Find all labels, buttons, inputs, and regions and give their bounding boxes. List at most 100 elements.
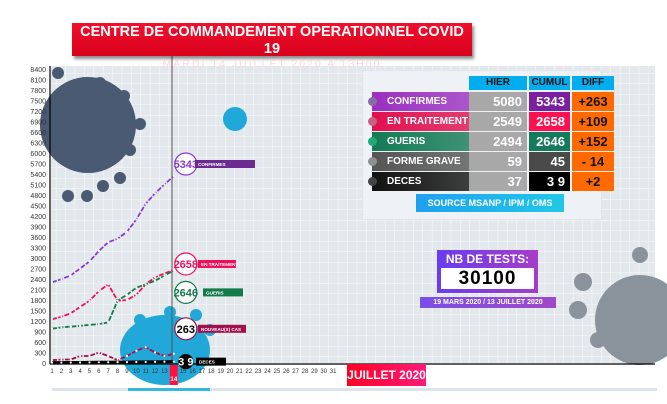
y-tick-label: 2700: [30, 267, 46, 274]
callout-label: CONFIRMES: [198, 162, 226, 167]
data-point: [135, 360, 138, 364]
data-point: [60, 361, 63, 364]
data-point: [107, 283, 110, 286]
data-point: [163, 274, 166, 277]
data-point: [125, 298, 129, 302]
current-day-label: 14: [170, 376, 178, 383]
data-point: [125, 354, 129, 358]
row-bullet-icon: [368, 177, 377, 186]
x-tick-label: 23: [255, 369, 262, 375]
callout-label-bg: [203, 288, 243, 297]
y-tick-label: 600: [34, 340, 46, 347]
cell-diff: - 14: [572, 152, 614, 171]
data-point: [60, 358, 63, 361]
cell-cumul: 3 9: [529, 172, 570, 191]
data-point: [69, 325, 72, 328]
data-point: [153, 276, 157, 279]
data-point: [144, 283, 147, 286]
cell-hier: 2549: [469, 112, 527, 131]
callout-label-bg: [196, 357, 226, 366]
x-tick-label: 12: [152, 369, 159, 375]
data-point: [79, 354, 82, 358]
y-tick-label: 7800: [30, 88, 46, 95]
cell-hier: 59: [469, 152, 527, 171]
y-tick-label: 3900: [30, 225, 46, 232]
series-line-0: [51, 175, 175, 284]
y-tick-label: 6000: [30, 151, 46, 158]
callout-value: 5343: [174, 159, 198, 171]
data-point: [69, 312, 72, 315]
y-tick-label: 0: [42, 361, 46, 368]
data-point: [135, 218, 138, 221]
callout-bubble: [174, 252, 198, 276]
x-tick-label: 26: [283, 369, 290, 375]
tests-label: NB DE TESTS:: [445, 252, 530, 266]
data-point: [172, 360, 175, 363]
y-tick-label: 8400: [30, 67, 46, 74]
timeline-highlight: [128, 388, 210, 391]
series-line-3: [51, 346, 175, 362]
y-tick-label: 4800: [30, 193, 46, 200]
data-point: [172, 269, 175, 272]
data-point: [97, 323, 100, 326]
x-tick-label: 27: [292, 369, 299, 375]
row-bullet-icon: [368, 97, 377, 106]
virus-small-icon: [223, 107, 247, 131]
x-tick-label: 18: [208, 369, 215, 375]
callout-label-bg: [198, 259, 236, 268]
y-tick-label: 3600: [30, 235, 46, 242]
header-title: CENTRE DE COMMANDEMENT OPERATIONNEL COVI…: [80, 24, 464, 57]
x-tick-label: 22: [245, 369, 252, 375]
data-point: [107, 241, 110, 244]
x-tick-label: 11: [143, 369, 150, 375]
data-point: [50, 318, 54, 321]
y-tick-label: 1200: [30, 319, 46, 326]
x-tick-label: 8: [116, 369, 120, 375]
col-cumul: CUMUL: [529, 76, 570, 90]
data-point: [135, 293, 138, 296]
data-point: [125, 230, 129, 233]
row-bullet-icon: [368, 157, 377, 166]
data-point: [60, 315, 63, 318]
data-point: [153, 192, 157, 195]
x-tick-label: 29: [311, 369, 318, 375]
cell-hier: 37: [469, 172, 527, 191]
y-tick-label: 4500: [30, 204, 46, 211]
row-bullet-icon: [368, 137, 377, 146]
x-tick-label: 17: [199, 369, 206, 375]
cell-diff: +263: [572, 92, 614, 111]
data-point: [116, 299, 119, 302]
data-point: [60, 277, 63, 281]
series-line-2: [51, 269, 175, 330]
y-tick-label: 1500: [30, 309, 46, 316]
virus-dark-icon: [40, 67, 146, 202]
callout-value: 3 9: [178, 357, 193, 369]
cell-diff: +2: [572, 172, 614, 191]
timeline-bar: [52, 388, 657, 391]
month-label: JUILLET 2020: [347, 364, 426, 386]
data-point: [79, 361, 82, 364]
data-point: [88, 299, 91, 302]
callout-label: GUERIS: [206, 290, 224, 295]
data-point: [88, 354, 91, 358]
data-point: [163, 354, 166, 358]
y-tick-label: 6300: [30, 141, 46, 148]
cell-cumul: 2658: [529, 112, 570, 131]
stats-panel: HIER CUMUL DIFF CONFIRMES 5080 5343 +263…: [362, 70, 614, 220]
y-tick-label: 3000: [30, 256, 46, 263]
cell-cumul: 45: [529, 152, 570, 171]
data-point: [144, 202, 147, 205]
header-subtitle: MARDI 14 JUILLET 2020 A 13H00: [162, 58, 382, 70]
data-point: [116, 361, 119, 364]
virus-gray-icon: [569, 247, 667, 365]
x-tick-label: 7: [107, 369, 111, 375]
cell-cumul: 5343: [529, 92, 570, 111]
data-point: [144, 360, 147, 364]
data-point: [97, 361, 100, 364]
y-tick-label: 7200: [30, 109, 46, 116]
data-point: [107, 354, 110, 358]
cell-diff: +152: [572, 132, 614, 151]
data-point: [60, 326, 63, 329]
callout-label: NOUVEAU(X) CAS: [201, 327, 241, 332]
x-tick-label: 30: [320, 369, 327, 375]
